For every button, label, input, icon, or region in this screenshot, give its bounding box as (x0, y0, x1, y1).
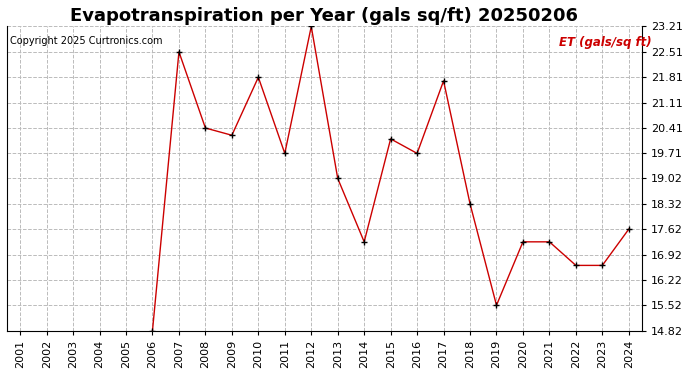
Text: Copyright 2025 Curtronics.com: Copyright 2025 Curtronics.com (10, 36, 163, 46)
Text: ET (gals/sq ft): ET (gals/sq ft) (560, 36, 652, 49)
Title: Evapotranspiration per Year (gals sq/ft) 20250206: Evapotranspiration per Year (gals sq/ft)… (70, 7, 578, 25)
